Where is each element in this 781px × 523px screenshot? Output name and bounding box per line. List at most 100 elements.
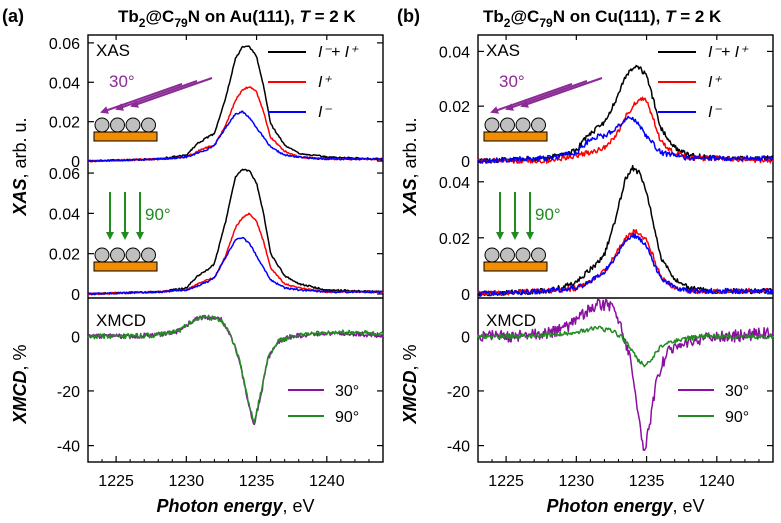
y-tick-label: 0.04 bbox=[439, 175, 470, 192]
subplot-xas30: 0 0.02 0.04 bbox=[439, 44, 774, 171]
x-axis-label-unit: , eV bbox=[672, 496, 704, 516]
molecule-sphere bbox=[531, 117, 546, 133]
molecule-sphere bbox=[515, 117, 531, 133]
legend-label-xmcd30: 30° bbox=[335, 383, 359, 400]
y-tick-label: 0.04 bbox=[439, 44, 470, 61]
y-tick-label: 0.04 bbox=[49, 206, 80, 223]
surface-slab bbox=[483, 261, 548, 272]
subplot-xas90: 0 0.02 0.04 bbox=[439, 164, 774, 304]
legend-xmcd: 30° 90° bbox=[288, 383, 359, 426]
x-axis-label-italic: Photon energy bbox=[156, 496, 283, 516]
title-part: N on Cu(111), bbox=[553, 7, 665, 26]
title-part: 2 bbox=[139, 16, 146, 30]
molecule-sphere bbox=[500, 117, 515, 133]
y-axis-label-xmcd-unit: , % bbox=[400, 344, 420, 370]
legend-label-minus: I⁻ bbox=[708, 104, 722, 121]
legend-label-xmcd30: 30° bbox=[725, 383, 749, 400]
legend-xas: I⁻+ I⁺ I⁺ I⁻ bbox=[268, 44, 359, 121]
y-tick-label: -20 bbox=[57, 384, 80, 401]
arrow-30-line bbox=[130, 77, 213, 108]
y-tick-label: 0 bbox=[71, 154, 80, 171]
y-axis-label-xas-unit: , arb. u. bbox=[10, 117, 30, 178]
xmcd-label: XMCD bbox=[96, 311, 146, 330]
surface-illustration-30 bbox=[93, 117, 158, 142]
legend-xas: I⁻+ I⁺ I⁺ I⁻ bbox=[658, 44, 749, 121]
xas-label: XAS bbox=[96, 41, 130, 60]
y-tick-label: 0.02 bbox=[49, 115, 80, 132]
y-tick-label: 0 bbox=[461, 154, 470, 171]
surface-illustration-90 bbox=[93, 247, 158, 272]
molecule-sphere bbox=[125, 117, 141, 133]
angle-label-90: 90° bbox=[145, 205, 171, 224]
legend-label-sum: I⁻+ I⁺ bbox=[708, 44, 749, 61]
subplot-xmcd: 0 -20 -40 bbox=[447, 298, 774, 456]
y-axis-label-xas-italic: XAS bbox=[10, 179, 30, 217]
series-line-minus bbox=[87, 110, 384, 163]
x-axis-label-unit: , eV bbox=[282, 496, 314, 516]
y-axis-label-xas-unit: , arb. u. bbox=[400, 117, 420, 178]
y-tick-label: 0 bbox=[461, 329, 470, 346]
molecule-sphere bbox=[531, 247, 546, 263]
y-tick-label: 0 bbox=[71, 329, 80, 346]
molecule-sphere bbox=[484, 117, 500, 133]
x-axis-label: Photon energy, eV bbox=[156, 496, 314, 516]
y-tick-label: 0 bbox=[71, 287, 80, 304]
legend-xmcd: 30° 90° bbox=[678, 383, 749, 426]
x-tick-label: 1225 bbox=[98, 473, 134, 490]
legend-label-xmcd90: 90° bbox=[725, 409, 749, 426]
subplot-xas90: 0 0.02 0.04 0.06 bbox=[49, 166, 384, 304]
y-tick-label: -20 bbox=[447, 384, 470, 401]
legend-label-sum: I⁻+ I⁺ bbox=[318, 44, 359, 61]
chart-title: Tb2@C79N on Au(111), T = 2 K bbox=[118, 7, 356, 30]
arrows-30: 30° bbox=[100, 72, 213, 114]
arrows-90: 90° bbox=[106, 192, 171, 240]
series-line-minus bbox=[87, 236, 384, 296]
y-tick-label: 0.06 bbox=[49, 166, 80, 183]
y-axis-label-xmcd-italic: XMCD bbox=[400, 371, 420, 425]
surface-slab bbox=[483, 131, 548, 142]
legend-label-minus: I⁻ bbox=[318, 104, 332, 121]
subplot-xmcd: 0 -20 -40 bbox=[57, 314, 384, 456]
series-line-minus bbox=[477, 115, 774, 164]
plot-frame bbox=[477, 34, 774, 463]
x-tick-label: 1225 bbox=[488, 473, 524, 490]
y-tick-label: 0.04 bbox=[49, 75, 80, 92]
y-tick-label: -40 bbox=[57, 439, 80, 456]
series-line-sum bbox=[87, 168, 384, 296]
subplot-xas30: 0 0.02 0.04 0.06 bbox=[49, 36, 384, 171]
surface-slab bbox=[93, 261, 158, 272]
arrows-90: 90° bbox=[496, 192, 561, 240]
xmcd-label: XMCD bbox=[486, 311, 536, 330]
surface-illustration-90 bbox=[483, 247, 548, 272]
molecule-sphere bbox=[125, 247, 141, 263]
y-axis-label-xmcd-unit: , % bbox=[10, 344, 30, 370]
x-tick-label: 1230 bbox=[559, 473, 595, 490]
molecule-sphere bbox=[110, 117, 125, 133]
series-line-xmcd90 bbox=[477, 325, 774, 368]
molecule-sphere bbox=[94, 117, 110, 133]
legend-label-xmcd90: 90° bbox=[335, 409, 359, 426]
x-tick-label: 1240 bbox=[699, 473, 735, 490]
title-part: T bbox=[299, 7, 311, 26]
angle-label-90: 90° bbox=[535, 205, 561, 224]
series-line-xmcd90 bbox=[87, 314, 384, 424]
panel-a: (a) Tb2@C79N on Au(111), T = 2 K 1225 1230 1… bbox=[2, 6, 384, 516]
title-part: Tb bbox=[118, 7, 139, 26]
angle-label-30: 30° bbox=[499, 72, 525, 91]
plot-frame bbox=[87, 34, 384, 463]
chart-title: Tb2@C79N on Cu(111), T = 2 K bbox=[483, 7, 722, 30]
y-tick-label: -40 bbox=[447, 439, 470, 456]
panel-label: (b) bbox=[397, 6, 420, 26]
molecule-sphere bbox=[141, 117, 156, 133]
y-tick-label: 0 bbox=[461, 287, 470, 304]
y-tick-label: 0.02 bbox=[439, 231, 470, 248]
surface-slab bbox=[93, 131, 158, 142]
series-line-sum bbox=[477, 164, 774, 297]
molecule-sphere bbox=[141, 247, 156, 263]
title-part: 2 bbox=[504, 16, 511, 30]
y-axis-label-xas: XAS, arb. u. bbox=[10, 117, 30, 216]
y-tick-label: 0.02 bbox=[439, 99, 470, 116]
x-tick-label: 1235 bbox=[629, 473, 665, 490]
y-tick-label: 0.02 bbox=[49, 247, 80, 264]
